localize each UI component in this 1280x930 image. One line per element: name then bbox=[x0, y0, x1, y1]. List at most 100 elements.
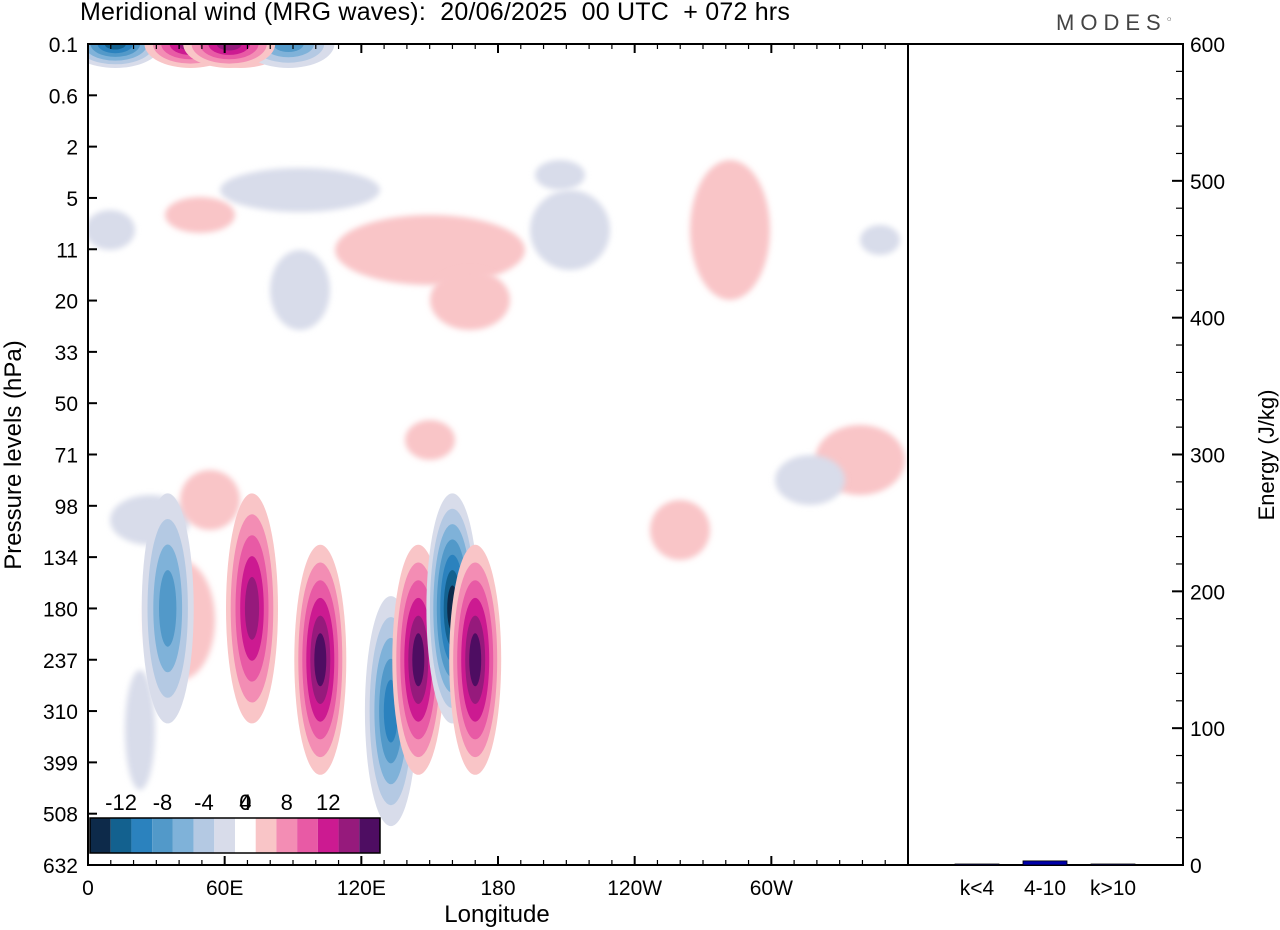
y-tick-label: 50 bbox=[55, 393, 78, 416]
energy-tick-label: 100 bbox=[1190, 718, 1225, 741]
colorbar-label: -4 bbox=[194, 790, 214, 815]
colorbar-label: -12 bbox=[105, 790, 137, 815]
wind-contour-band bbox=[216, 44, 242, 51]
wind-contour-band bbox=[273, 44, 304, 52]
wind-contour-band bbox=[159, 570, 177, 647]
y-axis-label: Pressure levels (hPa) bbox=[0, 340, 27, 569]
y-tick-label: 20 bbox=[55, 291, 78, 314]
colorbar-swatch bbox=[214, 818, 235, 853]
background-shading bbox=[650, 500, 710, 560]
y-tick-label: 71 bbox=[55, 445, 78, 468]
wind-contour-band bbox=[244, 577, 260, 640]
background-shading bbox=[125, 670, 155, 790]
colorbar-label: 12 bbox=[316, 790, 340, 815]
energy-tick-label: 300 bbox=[1190, 445, 1225, 468]
colorbar-label: 8 bbox=[281, 790, 293, 815]
wind-contour-band bbox=[314, 633, 327, 687]
energy-bar bbox=[1090, 863, 1136, 866]
chart-title: Meridional wind (MRG waves): 20/06/2025 … bbox=[80, 0, 791, 26]
colorbar-swatch bbox=[276, 818, 298, 853]
energy-category-label: k>10 bbox=[1090, 877, 1136, 900]
background-shading bbox=[88, 210, 135, 250]
colorbar-swatch bbox=[193, 818, 215, 853]
x-axis-label: Longitude bbox=[444, 901, 549, 928]
energy-bar bbox=[1022, 860, 1068, 866]
background-shading bbox=[180, 470, 240, 530]
brand-logo: MODES○ bbox=[1056, 10, 1172, 35]
y-tick-label: 5 bbox=[66, 188, 78, 211]
y-tick-label: 632 bbox=[43, 855, 78, 878]
y-tick-label: 399 bbox=[43, 752, 78, 775]
colorbar-swatch bbox=[110, 818, 132, 853]
energy-bars: k<4 4-10 k>10 bbox=[954, 860, 1136, 900]
y-tick-label: 98 bbox=[55, 496, 78, 519]
y-tick-label: 237 bbox=[43, 650, 78, 673]
x-tick-label: 120W bbox=[607, 877, 662, 900]
y-tick-label: 508 bbox=[43, 804, 78, 827]
background-shading bbox=[860, 225, 900, 255]
energy-category-label: k<4 bbox=[960, 877, 995, 900]
background-shading bbox=[405, 420, 455, 460]
colorbar: -12 -8 -4 04 8 12 bbox=[89, 790, 381, 854]
colorbar-label: -8 bbox=[153, 790, 173, 815]
energy-axis-label: Energy (J/kg) bbox=[1254, 390, 1279, 521]
wind-feature bbox=[141, 493, 194, 724]
background-shading bbox=[690, 160, 770, 300]
wind-feature bbox=[449, 544, 502, 775]
colorbar-swatch bbox=[235, 818, 256, 853]
background-shading bbox=[270, 250, 330, 330]
colorbar-swatch bbox=[131, 818, 153, 853]
x-tick-label: 120E bbox=[337, 877, 386, 900]
energy-tick-label: 0 bbox=[1190, 855, 1202, 878]
colorbar-swatch bbox=[172, 818, 194, 853]
y-tick-label: 134 bbox=[43, 547, 78, 570]
wind-contour-band bbox=[412, 633, 425, 687]
colorbar-swatch bbox=[152, 818, 173, 853]
y-tick-label: 33 bbox=[55, 342, 78, 365]
background-shading bbox=[535, 160, 585, 190]
wind-feature bbox=[183, 44, 276, 68]
colorbar-label: 0 bbox=[239, 790, 251, 815]
energy-tick-label: 500 bbox=[1190, 171, 1225, 194]
energy-category-label: 4-10 bbox=[1024, 877, 1066, 900]
energy-tick-label: 200 bbox=[1190, 581, 1225, 604]
wind-contour-band bbox=[104, 44, 126, 50]
colorbar-swatch bbox=[255, 818, 277, 853]
y-tick-label: 0.6 bbox=[49, 85, 78, 108]
energy-tick-label: 600 bbox=[1190, 34, 1225, 57]
x-tick-label: 180 bbox=[480, 877, 515, 900]
background-shading bbox=[530, 190, 610, 270]
wind-contour-band bbox=[469, 633, 482, 687]
wind-feature bbox=[226, 493, 278, 724]
x-tick-label: 0 bbox=[82, 877, 94, 900]
wind-feature bbox=[294, 544, 347, 775]
background-shading bbox=[335, 215, 525, 285]
colorbar-swatch bbox=[359, 818, 380, 853]
y-tick-label: 310 bbox=[43, 701, 78, 724]
colorbar-label: 4 bbox=[239, 790, 251, 815]
axes: 0 60E 120E 180 120W 60W 0.1 0.6 2 5 11 20 33 50 71 98 13… bbox=[43, 34, 1225, 900]
colorbar-swatch bbox=[297, 818, 318, 853]
wind-field bbox=[88, 44, 905, 827]
colorbar-frame bbox=[89, 817, 381, 854]
x-tick-label: 60E bbox=[206, 877, 243, 900]
background-shading bbox=[430, 270, 510, 330]
wind-feature bbox=[88, 44, 162, 68]
background-shading bbox=[775, 455, 845, 505]
energy-bar bbox=[954, 863, 1000, 866]
colorbar-swatch bbox=[90, 818, 111, 853]
plot-frame bbox=[87, 43, 1184, 866]
colorbar-swatch bbox=[317, 818, 339, 853]
background-shading bbox=[165, 197, 235, 233]
energy-tick-label: 400 bbox=[1190, 308, 1225, 331]
colorbar-swatch bbox=[338, 818, 360, 853]
background-shading bbox=[220, 168, 380, 212]
y-tick-label: 180 bbox=[43, 598, 78, 621]
y-tick-label: 0.1 bbox=[49, 34, 78, 57]
wind-feature bbox=[392, 544, 445, 775]
x-tick-label: 60W bbox=[750, 877, 793, 900]
y-tick-label: 2 bbox=[66, 137, 78, 160]
y-tick-label: 11 bbox=[56, 239, 78, 262]
